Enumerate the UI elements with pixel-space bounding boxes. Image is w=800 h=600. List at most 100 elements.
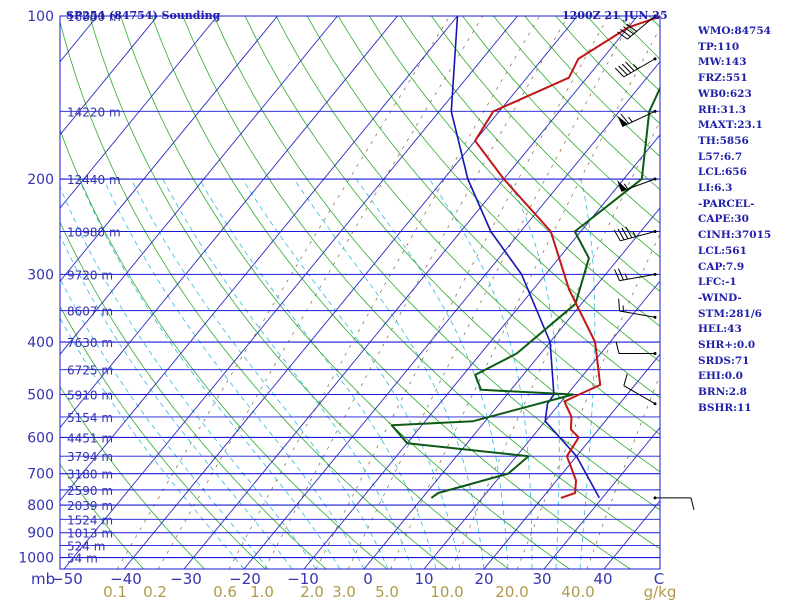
height-label: 524 m bbox=[67, 539, 105, 553]
sounding-index-item: TP:110 bbox=[698, 40, 740, 53]
sounding-index-item: CAP:7.9 bbox=[698, 260, 745, 273]
wind-barb bbox=[653, 496, 695, 511]
sounding-index-item: -PARCEL- bbox=[698, 197, 755, 210]
height-label: 9720 m bbox=[67, 268, 113, 282]
dewpoint-line bbox=[390, 85, 660, 499]
wind-barb bbox=[614, 57, 657, 78]
dry-adiabat-line bbox=[337, 16, 660, 363]
parcel-trace bbox=[450, 16, 601, 499]
pressure-tick-label: 1000 bbox=[18, 551, 54, 567]
temperature-trace bbox=[474, 16, 660, 499]
sounding-index-item: TH:5856 bbox=[698, 134, 749, 147]
moist-adiabat-line bbox=[579, 178, 596, 569]
dry-adiabat-line bbox=[773, 16, 800, 569]
height-labels: 16880 m 14220 m 12440 m 10980 m 9720 m 8607 m… bbox=[67, 10, 121, 566]
temperature-line bbox=[474, 16, 660, 499]
isotherms bbox=[60, 16, 660, 569]
sounding-index-item: LFC:-1 bbox=[698, 276, 737, 289]
dry-adiabat-line bbox=[213, 16, 660, 511]
temperature-tick-label: −40 bbox=[110, 570, 142, 588]
temperature-tick-label: 0 bbox=[363, 570, 373, 588]
sounding-index-item: SRDS:71 bbox=[698, 354, 750, 367]
pressure-tick-label: 400 bbox=[27, 335, 54, 351]
sounding-index-item: BRN:2.8 bbox=[698, 386, 747, 399]
isotherm-line bbox=[60, 16, 158, 136]
dry-adiabat-line bbox=[400, 16, 660, 292]
temperature-tick-label: 30 bbox=[532, 570, 551, 588]
dewpoint-trace bbox=[390, 85, 660, 499]
moist-adiabat-line bbox=[242, 178, 461, 569]
sounding-index-item: SHR+:0.0 bbox=[698, 339, 756, 352]
height-label: 1013 m bbox=[67, 527, 113, 541]
mixing-ratio-lines bbox=[116, 16, 660, 569]
moist-adiabat-line bbox=[103, 178, 365, 569]
isotherm-line bbox=[183, 16, 638, 569]
isotherm-line bbox=[60, 16, 278, 282]
dry-adiabat-line bbox=[182, 16, 660, 550]
mixing-ratio-tick-label: g/kg bbox=[644, 583, 677, 600]
moist-adiabat-line bbox=[60, 185, 317, 569]
dry-adiabat-line bbox=[60, 221, 327, 569]
mixing-ratio-line bbox=[157, 16, 484, 569]
mixing-ratio-tick-label: 0.2 bbox=[143, 583, 167, 600]
dry-adiabat-line bbox=[60, 463, 144, 569]
dry-adiabat-line bbox=[60, 305, 266, 569]
mixing-ratio-line bbox=[315, 16, 609, 569]
wind-barb bbox=[613, 226, 657, 242]
isotherm-line bbox=[60, 16, 218, 209]
height-label: 4451 m bbox=[67, 431, 113, 445]
sounding-index-item: HEL:43 bbox=[698, 323, 742, 336]
wind-barb bbox=[615, 341, 657, 356]
moist-adiabat-line bbox=[130, 178, 389, 569]
temperature-tick-label: −20 bbox=[229, 570, 261, 588]
temperature-axis: mb−50 −40 −30 −20 −10 0 10 20 30 40 C bbox=[31, 570, 664, 588]
sounding-indices-panel: WMO:84754 TP:110 MW:143 FRZ:551 WB0:623 RH:31… bbox=[698, 24, 771, 417]
height-label: 8607 m bbox=[67, 305, 113, 319]
temperature-tick-label: 20 bbox=[474, 570, 493, 588]
station-title: SP254 (84754) Sounding bbox=[66, 9, 221, 22]
isotherm-line bbox=[243, 60, 660, 569]
sounding-index-item: LI:6.3 bbox=[698, 182, 733, 195]
sounding-index-item: FRZ:551 bbox=[698, 72, 748, 85]
height-label: 10980 m bbox=[67, 225, 121, 239]
plot-frame bbox=[59, 15, 661, 570]
wind-barbs bbox=[613, 14, 695, 511]
mixing-ratio-tick-label: 40.0 bbox=[561, 583, 594, 600]
pressure-tick-label: 600 bbox=[27, 430, 54, 446]
sounding-time: 1200Z 21 JUN 25 bbox=[562, 9, 668, 22]
sounding-index-item: -WIND- bbox=[698, 291, 742, 304]
mixing-ratio-tick-label: 0.6 bbox=[213, 583, 237, 600]
pressure-tick-label: 500 bbox=[27, 388, 54, 404]
height-label: 54 m bbox=[67, 552, 98, 566]
wind-barb bbox=[617, 109, 657, 128]
sounding-index-item: LCL:561 bbox=[698, 244, 747, 257]
height-label: 2590 m bbox=[67, 484, 113, 498]
moist-adiabat-line bbox=[507, 178, 560, 569]
wind-barb bbox=[614, 268, 657, 282]
temperature-tick-label: 10 bbox=[414, 570, 433, 588]
temperature-tick-label: C bbox=[654, 570, 664, 588]
pressure-tick-label: 900 bbox=[27, 526, 54, 542]
dry-adiabat-line bbox=[368, 16, 660, 327]
wind-barb bbox=[623, 373, 657, 406]
isotherm-line bbox=[303, 134, 660, 569]
mixing-ratio-tick-label: 20.0 bbox=[495, 583, 528, 600]
moist-adiabat-line bbox=[60, 234, 293, 569]
pressure-tick-label: 300 bbox=[27, 267, 54, 283]
wind-barb bbox=[618, 298, 657, 319]
mixing-ratio-tick-label: 10.0 bbox=[430, 583, 463, 600]
height-label: 7630 m bbox=[67, 336, 113, 350]
height-label: 5154 m bbox=[67, 411, 113, 425]
dry-adiabat-line bbox=[431, 16, 660, 258]
height-label: 1524 m bbox=[67, 513, 113, 527]
dry-adiabat-line bbox=[89, 16, 509, 569]
sounding-index-item: WB0:623 bbox=[698, 87, 752, 100]
wind-barb bbox=[617, 14, 657, 40]
mixing-ratio-tick-label: 5.0 bbox=[375, 583, 399, 600]
height-label: 14220 m bbox=[67, 105, 121, 119]
mixing-ratio-tick-label: 3.0 bbox=[332, 583, 356, 600]
dry-adiabat-line bbox=[306, 16, 660, 399]
isotherm-line bbox=[60, 16, 458, 502]
isotherm-line bbox=[543, 426, 660, 569]
isotherm-line bbox=[60, 16, 338, 356]
